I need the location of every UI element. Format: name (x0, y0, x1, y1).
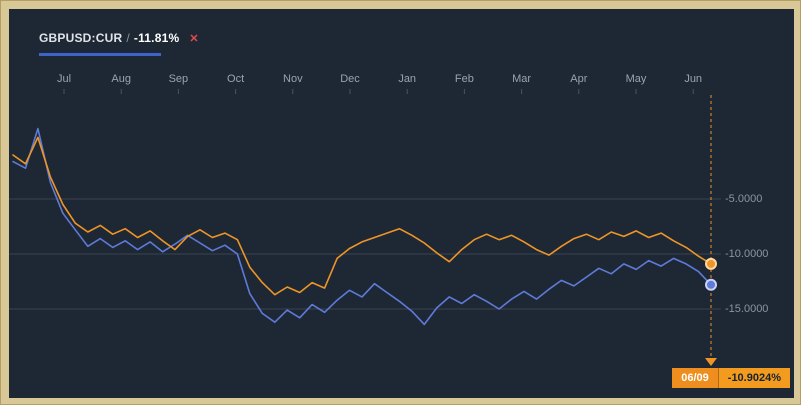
month-label: Aug (111, 73, 131, 85)
y-axis-label: -15.0000 (725, 303, 769, 315)
y-axis-labels: -5.0000 -10.0000 -15.0000 (9, 9, 794, 398)
month-label: Nov (283, 73, 303, 85)
ticker-legend: GBPUSD:CUR / -11.81% ✕ (39, 31, 199, 45)
y-axis-label: -10.0000 (725, 248, 769, 260)
ticker-underline (39, 53, 161, 56)
series-marker-orange (705, 257, 717, 270)
y-axis-label: -5.0000 (725, 193, 763, 205)
month-label: Sep (168, 73, 189, 85)
month-label: Jun (684, 73, 703, 85)
month-axis: Jul Aug Sep Oct Nov Dec Jan Feb Mar Apr May Jun (9, 73, 794, 87)
chart-panel: GBPUSD:CUR / -11.81% ✕ Jul Aug Sep Oct Nov Dec Ja… (9, 9, 794, 398)
month-label: Jan (398, 73, 417, 85)
crosshair-value: -10.9024% (718, 368, 790, 388)
ticker-change: -11.81% (133, 31, 180, 45)
ticker-separator: / (126, 31, 130, 45)
close-icon[interactable]: ✕ (189, 33, 199, 45)
crosshair-badge: 06/09 -10.9024% (672, 368, 790, 388)
series-marker-blue (705, 278, 717, 291)
crosshair-date: 06/09 (672, 368, 719, 388)
month-label: Apr (570, 73, 588, 85)
month-label: Mar (512, 73, 532, 85)
series-line-blue (12, 127, 712, 326)
series-line-orange (12, 136, 712, 296)
month-label: May (625, 73, 647, 85)
crosshair-flag-pointer (705, 358, 717, 366)
ticker-symbol: GBPUSD:CUR (39, 31, 123, 45)
month-label: Dec (340, 73, 360, 85)
month-label: Oct (227, 73, 245, 85)
month-label: Jul (56, 73, 72, 85)
chart-plot[interactable] (9, 9, 794, 398)
month-label: Feb (454, 73, 474, 85)
